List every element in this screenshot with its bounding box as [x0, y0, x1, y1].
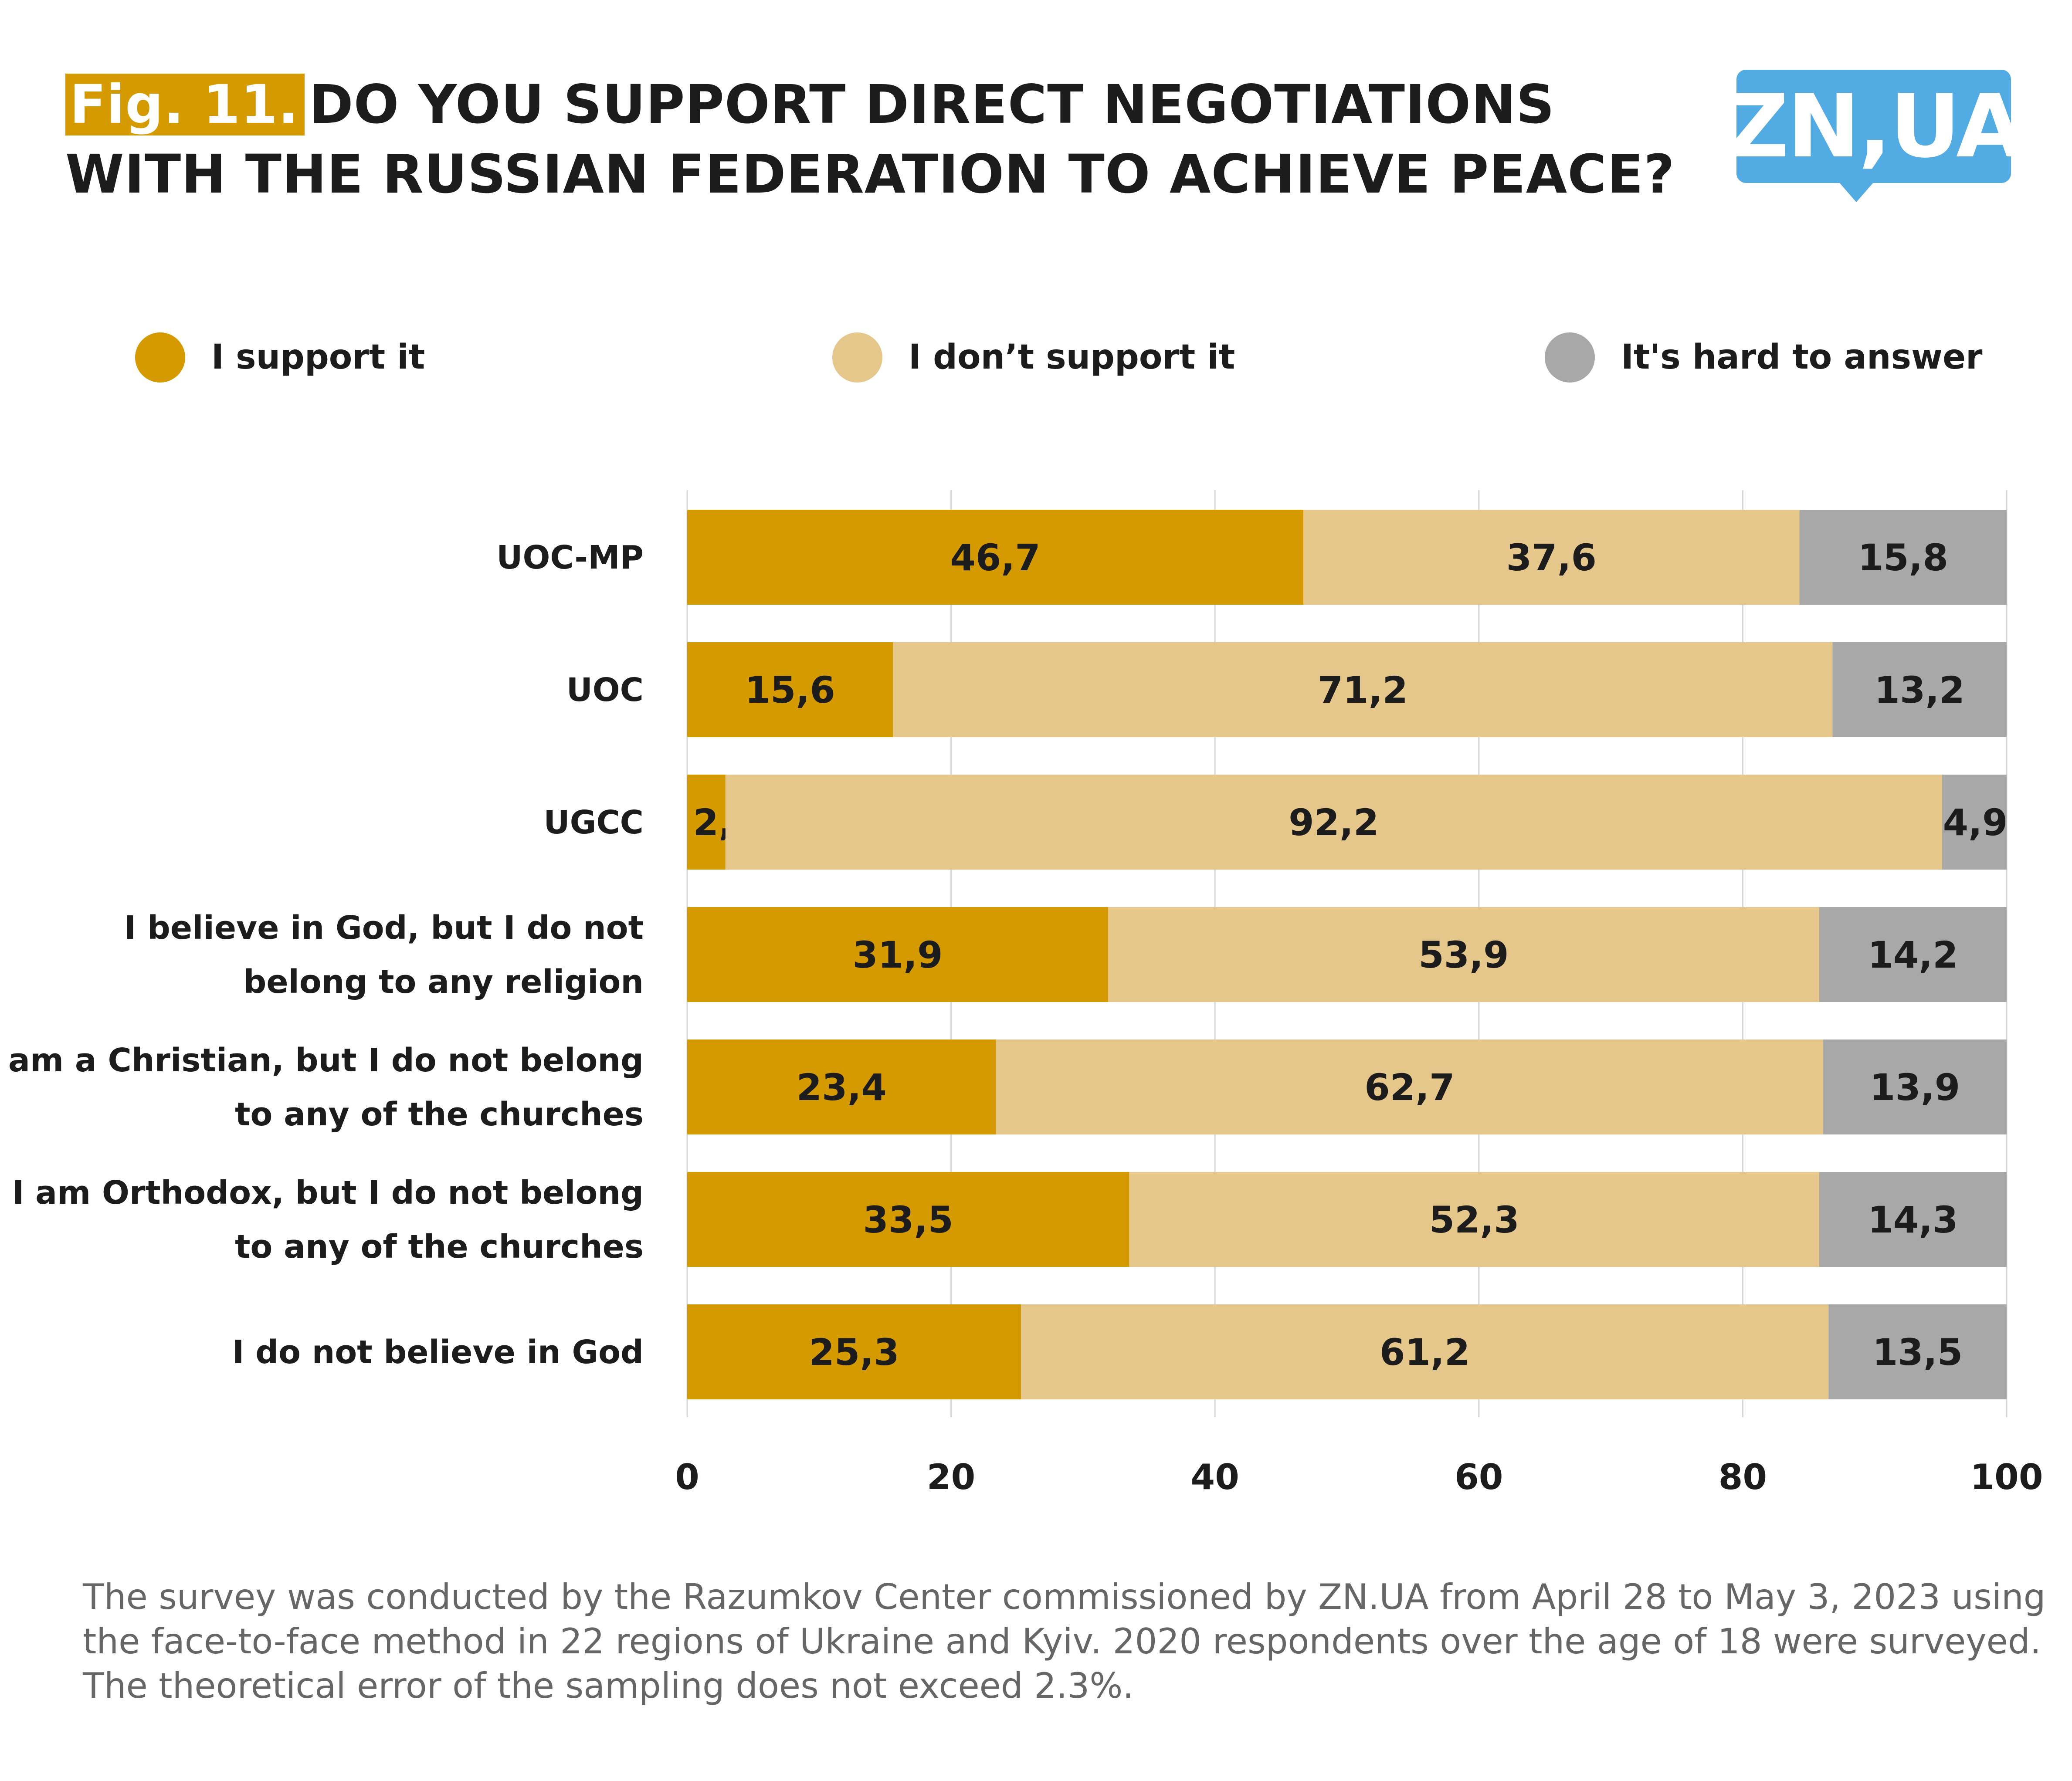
category-label: UGCC [544, 804, 644, 841]
category-label: I do not believe in God [232, 1334, 644, 1371]
legend-swatch-support [135, 332, 185, 383]
legend-label-not-support: I don’t support it [909, 338, 1235, 377]
data-label: 15,8 [1858, 536, 1948, 579]
data-label: 14,2 [1868, 934, 1958, 976]
legend-label-hard-to-answer: It's hard to answer [1621, 338, 1983, 377]
legend-item-not-support: I don’t support it [832, 329, 1235, 386]
x-tick-label: 100 [1970, 1457, 2043, 1497]
bar-segment [1021, 1304, 1829, 1399]
data-label: 33,5 [863, 1199, 953, 1241]
data-label: 14,3 [1868, 1199, 1958, 1241]
bar-segment [1129, 1172, 1820, 1267]
data-label: 13,9 [1870, 1066, 1960, 1109]
bar-segment [687, 907, 1108, 1002]
data-label: 61,2 [1380, 1331, 1470, 1374]
data-label: 13,5 [1872, 1331, 1963, 1374]
bar-segment [687, 642, 893, 737]
category-label: UOC-MP [496, 539, 644, 576]
category-label: I am a Christian, but I do not belong [0, 1042, 644, 1079]
data-label: 53,9 [1418, 934, 1509, 976]
category-label: to any of the churches [235, 1096, 644, 1133]
legend-label-support: I support it [211, 338, 425, 377]
data-label: 71,2 [1318, 669, 1408, 711]
category-label: I am Orthodox, but I do not belong [12, 1174, 644, 1212]
data-label: 4,9 [1943, 801, 2008, 844]
bar-segment [1799, 510, 2007, 605]
bar-segment [1828, 1304, 2007, 1399]
legend-swatch-hard-to-answer [1545, 332, 1595, 383]
bar-segment [996, 1039, 1824, 1134]
bar-segment [1303, 510, 1800, 605]
title-text: DO YOU SUPPORT DIRECT NEGOTIATIONS WITH … [65, 74, 1675, 205]
bar-segment [687, 1304, 1021, 1399]
logo-speech-tail [1839, 182, 1874, 202]
data-label: 52,3 [1429, 1199, 1519, 1241]
bar-segment [687, 775, 726, 870]
data-label: 31,9 [852, 934, 943, 976]
survey-footnote: The survey was conducted by the Razumkov… [83, 1575, 2046, 1708]
x-tick-label: 80 [1719, 1457, 1767, 1497]
bar-segment [687, 510, 1304, 605]
stacked-bar-chart: 46,737,615,8UOC-MP15,671,213,2UOC2,992,2… [0, 490, 2043, 1497]
bar-segment [893, 642, 1833, 737]
data-label: 13,2 [1875, 669, 1965, 711]
category-label: to any of the churches [235, 1228, 644, 1266]
bar-segment [1942, 775, 2007, 870]
x-tick-label: 40 [1191, 1457, 1239, 1497]
footnote-line: The theoretical error of the sampling do… [83, 1666, 1134, 1706]
logo-text: ZN,UA [1726, 75, 2023, 177]
bar-segment [725, 775, 1942, 870]
data-label: 25,3 [809, 1331, 899, 1374]
chart-title: Fig. 11. DO YOU SUPPORT DIRECT NEGOTIATIO… [65, 70, 1678, 209]
legend-item-hard-to-answer: It's hard to answer [1545, 329, 1982, 386]
footnote-line: The survey was conducted by the Razumkov… [83, 1577, 2046, 1617]
bar-segment [1819, 1172, 2007, 1267]
footnote-line: the face-to-face method in 22 regions of… [83, 1621, 2041, 1662]
category-label: UOC [566, 671, 644, 709]
data-label: 37,6 [1506, 536, 1597, 579]
bar-segment [687, 1172, 1129, 1267]
data-label: 62,7 [1364, 1066, 1455, 1109]
category-label: I believe in God, but I do not [124, 909, 644, 947]
zn-ua-logo[interactable]: ZN,UA [1726, 70, 2024, 183]
data-label: 46,7 [950, 536, 1040, 579]
bar-segment [1108, 907, 1820, 1002]
x-tick-label: 60 [1455, 1457, 1503, 1497]
legend-swatch-not-support [832, 332, 882, 383]
x-tick-label: 20 [927, 1457, 975, 1497]
bar-segment [687, 1039, 996, 1134]
x-tick-label: 0 [675, 1457, 699, 1497]
bar-segment [1819, 907, 2007, 1002]
data-label: 92,2 [1289, 801, 1379, 844]
data-label: 15,6 [745, 669, 835, 711]
bar-segment [1823, 1039, 2007, 1134]
bar-segment [1832, 642, 2007, 737]
data-label: 23,4 [797, 1066, 887, 1109]
category-label: belong to any religion [243, 963, 644, 1001]
legend-item-support: I support it [135, 329, 425, 386]
figure-number: Fig. 11. [65, 74, 305, 135]
